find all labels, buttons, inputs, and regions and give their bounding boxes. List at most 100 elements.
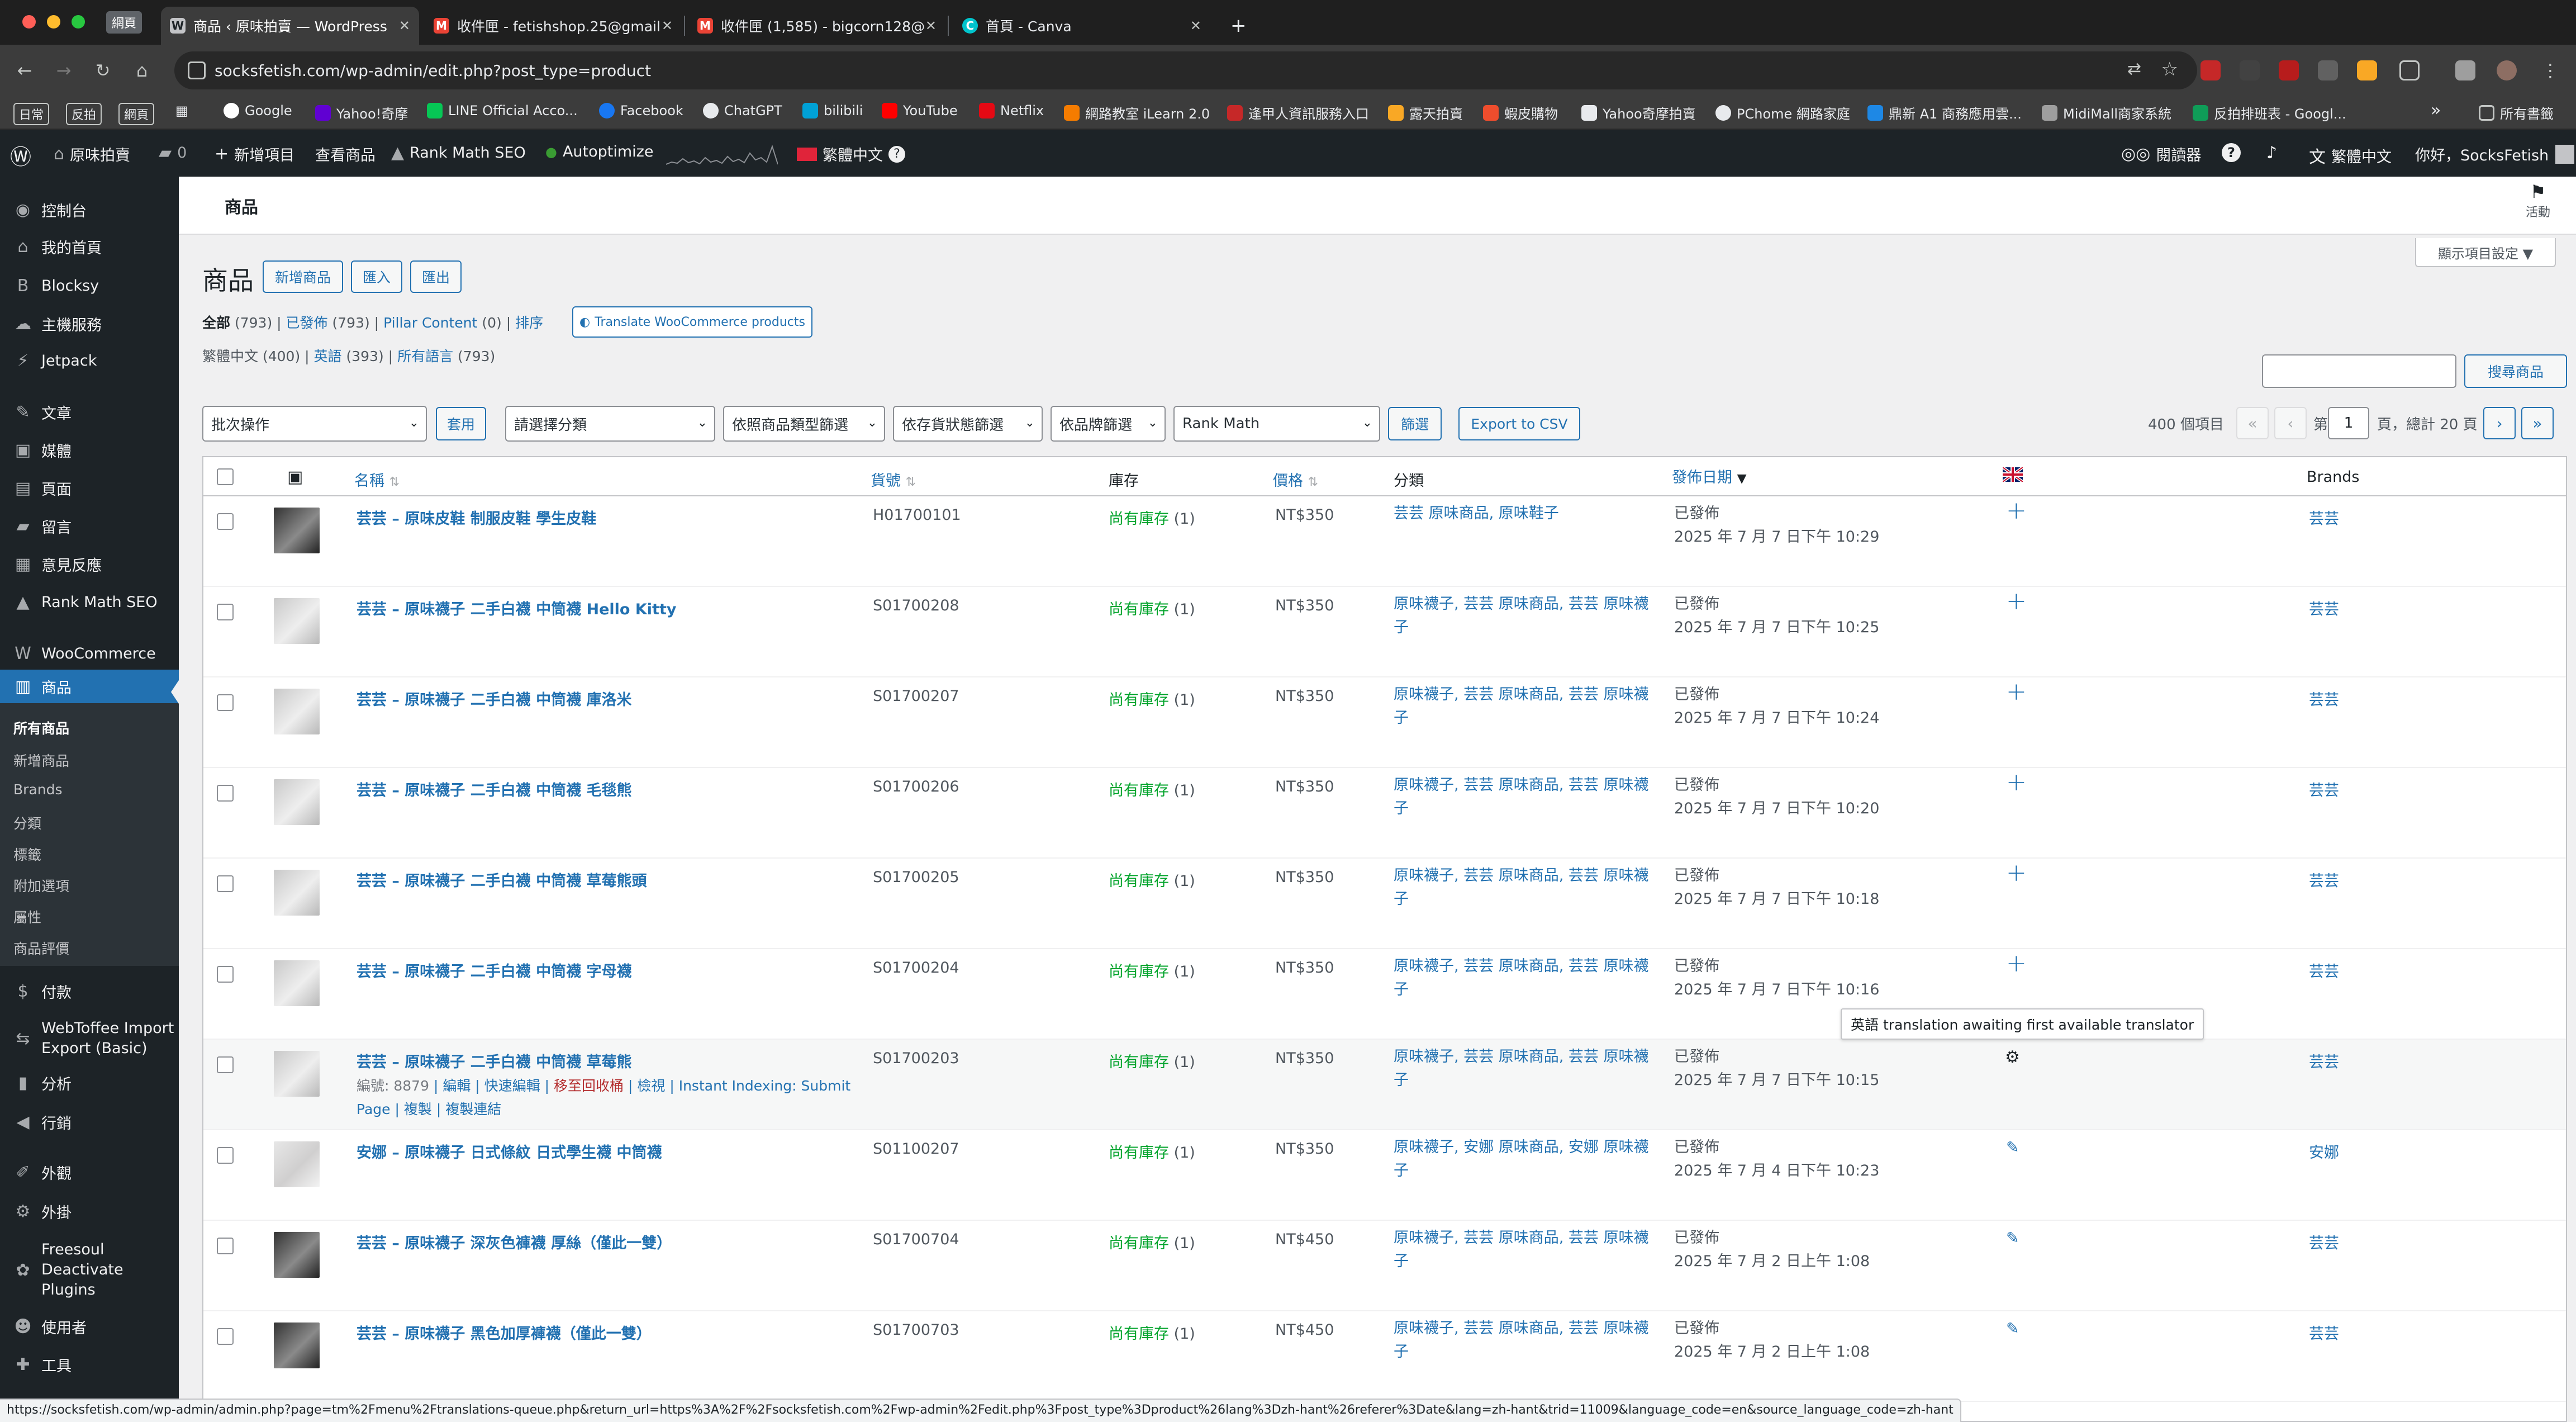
row-checkbox[interactable] (217, 1147, 234, 1164)
brand-link[interactable]: 芸芸 (2309, 1054, 2339, 1071)
column-price[interactable]: 價格 ⇅ (1273, 468, 1318, 490)
new-item-link[interactable]: + 新增項目 (215, 143, 294, 165)
view-published[interactable]: 已發佈 (286, 315, 328, 331)
add-product-button[interactable]: 新增商品 (263, 260, 343, 293)
prev-page-button[interactable]: ‹ (2274, 407, 2307, 439)
language-switcher[interactable]: 繁體中文 ? (797, 143, 905, 165)
export-button[interactable]: 匯出 (410, 260, 462, 293)
add-translation-plus-icon[interactable]: + (2006, 949, 2027, 978)
instant-indexing-link[interactable]: Instant Indexing: Submit Page (357, 1078, 851, 1117)
sidebar-item-page[interactable]: ▤ 頁面 (0, 473, 179, 503)
last-page-button[interactable]: » (2521, 407, 2554, 439)
product-thumbnail[interactable] (274, 598, 320, 644)
sidebar-item-freesoul[interactable]: ✿ Freesoul Deactivate Plugins (0, 1236, 179, 1304)
view-products-link[interactable]: 查看商品 (315, 147, 376, 164)
lang-en[interactable]: 英語 (313, 348, 342, 364)
stock-status-filter-select[interactable]: 依存貨狀態篩選 ⌄ (893, 406, 1043, 442)
bookmark-yahoo-auction[interactable]: Yahoo奇摩拍賣 (1581, 103, 1696, 122)
search-products-button[interactable]: 搜尋商品 (2464, 354, 2567, 388)
bookmark-ruten[interactable]: 露天拍賣 (1388, 103, 1463, 122)
sidebar-item-product[interactable]: ▥ 商品 (0, 670, 179, 703)
product-name-link[interactable]: 芸芸 – 原味襪子 二手白襪 中筒襪 草莓熊頭 (357, 873, 647, 890)
sidebar-item-import-export[interactable]: ⇆ WebToffee Import Export (Basic) (0, 1016, 179, 1061)
close-window-button[interactable] (22, 15, 36, 29)
submenu-item[interactable]: 商品評價 (13, 941, 70, 957)
sidebar-item-wrench[interactable]: ✚ 工具 (0, 1349, 179, 1380)
sidebar-item-woocommerce[interactable]: W WooCommerce (0, 638, 179, 669)
bookmark-midimall[interactable]: MidiMall商家系統 (2042, 103, 2171, 122)
column-date[interactable]: 發佈日期 ▼ (1672, 465, 1747, 487)
extension-icon[interactable] (2200, 60, 2221, 80)
zoom-window-button[interactable] (72, 15, 85, 29)
traffic-sparkline-icon[interactable] (666, 142, 778, 165)
category-links[interactable]: 原味襪子, 安娜 原味商品, 安娜 原味襪子 (1394, 1139, 1649, 1179)
next-page-button[interactable]: › (2483, 407, 2516, 439)
bookmark-yahoo[interactable]: Yahoo!奇摩 (315, 103, 408, 122)
product-search-input[interactable] (2262, 354, 2456, 388)
profile-chip[interactable]: 網頁 (106, 11, 142, 34)
close-icon[interactable]: ✕ (925, 18, 937, 34)
category-links[interactable]: 原味襪子, 芸芸 原味商品, 芸芸 原味襪子 (1394, 1320, 1649, 1361)
sidebar-item-plugin[interactable]: ⚙ 外掛 (0, 1196, 179, 1226)
extension-icon[interactable] (2357, 60, 2377, 80)
trash-link[interactable]: 移至回收桶 (554, 1078, 624, 1094)
view-link[interactable]: 檢視 (637, 1078, 666, 1094)
brand-link[interactable]: 芸芸 (2309, 873, 2339, 890)
add-translation-plus-icon[interactable]: + (2006, 677, 2027, 706)
bookmark-youtube[interactable]: YouTube (882, 103, 958, 118)
wordpress-logo-icon[interactable]: Ⓦ (10, 145, 32, 169)
tab-wordpress[interactable]: W 商品 ‹ 原味拍賣 — WordPress ✕ (161, 7, 419, 45)
brand-filter-select[interactable]: 依品牌篩選 ⌄ (1051, 406, 1166, 442)
current-page-input[interactable]: 1 (2328, 407, 2369, 439)
activity-panel-button[interactable]: ⚑ 活動 (2526, 181, 2550, 220)
category-links[interactable]: 芸芸 原味商品, 原味鞋子 (1394, 505, 1559, 522)
product-name-link[interactable]: 芸芸 – 原味皮鞋 制服皮鞋 學生皮鞋 (357, 510, 597, 528)
close-icon[interactable]: ✕ (398, 18, 410, 34)
category-links[interactable]: 原味襪子, 芸芸 原味商品, 芸芸 原味襪子 (1394, 595, 1649, 636)
category-filter-select[interactable]: 請選擇分類 ⌄ (505, 406, 715, 442)
bookmark-google[interactable]: Google (224, 103, 292, 118)
sidebar-item-payment[interactable]: $ 付款 (0, 976, 179, 1006)
brand-link[interactable]: 芸芸 (2309, 963, 2339, 980)
row-checkbox[interactable] (217, 1328, 234, 1345)
view-sort[interactable]: 排序 (515, 315, 544, 331)
reading-list-icon[interactable] (2455, 60, 2475, 80)
bookmark-shopee[interactable]: 蝦皮購物 (1483, 103, 1558, 122)
edit-translation-pencil-icon[interactable]: ✎ (2006, 1229, 2019, 1247)
bookmark-chip[interactable]: 網頁 (118, 103, 155, 125)
import-button[interactable]: 匯入 (351, 260, 402, 293)
bookmark-bilibili[interactable]: bilibili (802, 103, 863, 118)
row-checkbox[interactable] (217, 604, 234, 620)
all-bookmarks[interactable]: 所有書籤 (2479, 103, 2554, 122)
submenu-item[interactable]: Brands (13, 781, 63, 798)
close-icon[interactable]: ✕ (661, 18, 673, 34)
comments-link[interactable]: ▰ 0 (159, 143, 187, 163)
product-name-link[interactable]: 芸芸 – 原味襪子 黑色加厚褲襪（僅此一雙） (357, 1325, 652, 1343)
row-checkbox[interactable] (217, 785, 234, 802)
export-csv-button[interactable]: Export to CSV (1458, 407, 1580, 440)
category-links[interactable]: 原味襪子, 芸芸 原味商品, 芸芸 原味襪子 (1394, 776, 1649, 817)
row-checkbox[interactable] (217, 966, 234, 983)
translation-in-progress-gear-icon[interactable]: ⚙ (2005, 1047, 2020, 1067)
back-arrow-icon[interactable]: ← (17, 60, 32, 81)
bookmark-line[interactable]: LINE Official Acco... (427, 103, 578, 118)
add-translation-plus-icon[interactable]: + (2006, 768, 2027, 797)
category-links[interactable]: 原味襪子, 芸芸 原味商品, 芸芸 原味襪子 (1394, 958, 1649, 998)
bookmark-ilearn[interactable]: 網路教室 iLearn 2.0 (1064, 103, 1210, 122)
bookmark-a1[interactable]: 鼎新 A1 商務應用雲... (1867, 103, 2022, 122)
bookmark-chip[interactable]: 反拍 (66, 103, 102, 125)
row-checkbox[interactable] (217, 1238, 234, 1254)
notifications-bell-icon[interactable]: ♪ (2266, 143, 2278, 163)
duplicate-link[interactable]: 複製 (403, 1101, 432, 1117)
rank-math-link[interactable]: ▲ Rank Math SEO (391, 143, 526, 163)
brand-link[interactable]: 芸芸 (2309, 1325, 2339, 1343)
extension-icon[interactable] (2318, 60, 2338, 80)
product-name-link[interactable]: 安娜 – 原味襪子 日式條紋 日式學生襪 中筒襪 (357, 1144, 662, 1162)
apply-button[interactable]: 套用 (436, 407, 486, 440)
bulk-actions-select[interactable]: 批次操作 ⌄ (202, 406, 427, 442)
extensions-puzzle-icon[interactable] (2399, 60, 2420, 80)
row-checkbox[interactable] (217, 694, 234, 711)
autoptimize-link[interactable]: ● Autoptimize (545, 143, 653, 160)
home-icon[interactable]: ⌂ (136, 60, 148, 81)
edit-translation-pencil-icon[interactable]: ✎ (2006, 1138, 2019, 1156)
